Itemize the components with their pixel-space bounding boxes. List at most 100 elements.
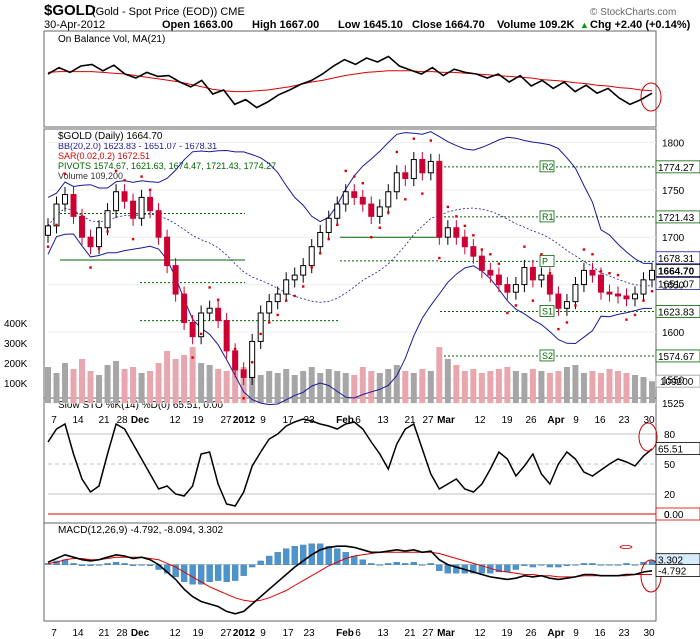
macd-x-axis-label: 28: [116, 628, 128, 639]
macd-x-axis-label: Mar: [437, 628, 455, 639]
volume-bar: [104, 365, 111, 403]
macd-histogram-bar: [597, 564, 605, 566]
candle-body: [351, 191, 358, 198]
price-x-axis-label: 19: [192, 415, 204, 426]
macd-histogram-bar: [359, 559, 366, 565]
price-tick-label: 1525: [662, 399, 685, 410]
volume-bar: [631, 375, 638, 403]
volume-bar: [444, 359, 451, 403]
sar-dot: [591, 253, 594, 256]
macd-title: MACD(12,26,9) -4.792, -8.094, 3.302: [58, 525, 224, 536]
price-title: $GOLD (Daily) 1664.70: [58, 131, 163, 142]
sar-dot: [557, 327, 560, 331]
sar-dot: [276, 313, 279, 317]
candle-body: [70, 194, 77, 217]
macd-histogram-bar: [538, 564, 545, 566]
sar-dot: [336, 223, 339, 227]
candle-body: [427, 160, 434, 174]
sar-dot: [387, 211, 390, 214]
macd-x-axis-label: 16: [594, 628, 606, 639]
macd-histogram-bar: [393, 562, 400, 565]
symbol: $GOLD: [44, 2, 96, 19]
volume-bar: [436, 347, 443, 403]
macd-x-axis-label: 27: [422, 628, 434, 639]
volume-bar: [172, 359, 179, 403]
candle-body: [130, 200, 137, 219]
quote-chg-arrow: ▲: [580, 20, 589, 30]
sar-dot: [123, 179, 126, 182]
sar-dot: [46, 245, 50, 248]
sto-panel: [43, 397, 657, 530]
macd-histogram-bar: [436, 564, 443, 571]
price-x-axis-label: 9: [573, 415, 579, 426]
volume-bar: [580, 373, 587, 403]
price-x-axis-label: 19: [501, 415, 513, 426]
price-x-axis-label: 6: [355, 415, 361, 426]
pivot-label-box: [539, 305, 555, 317]
volume-bar: [147, 371, 154, 403]
volume-bar: [164, 351, 171, 403]
macd-histogram-bar: [521, 564, 528, 566]
candle-body: [640, 279, 647, 295]
macd-x-axis-label: 17: [282, 628, 294, 639]
macd-x-axis-label: 9: [573, 628, 579, 639]
price-tag: 1678.31: [658, 254, 695, 265]
volume-bar: [232, 355, 239, 403]
volume-bar: [521, 373, 528, 403]
macd-x-axis-label: 6: [355, 628, 361, 639]
macd-histogram-bar: [427, 563, 434, 565]
sar-dot: [378, 226, 381, 229]
sar-dot: [114, 169, 118, 173]
price-tick-label: 1750: [662, 186, 685, 197]
quote-open: Open 1663.00: [162, 19, 233, 31]
obv-line: [47, 55, 653, 109]
price-tag: 1651.07: [658, 280, 695, 291]
macd-histogram-bar: [648, 560, 656, 565]
sar-dot: [216, 298, 220, 301]
candle-body: [308, 246, 315, 267]
candle-body: [606, 291, 613, 295]
candle-body: [572, 284, 579, 303]
sto-annotation-circle: [638, 422, 658, 452]
sar-dot: [582, 248, 586, 251]
pivot-value-box: [655, 305, 700, 318]
volume-bar: [96, 375, 103, 403]
legend-pivots: PIVOTS 1574.67, 1621.63, 1674.47, 1721.4…: [58, 161, 276, 171]
candle-body: [359, 196, 366, 205]
candle-body: [419, 159, 426, 174]
pivot-value-tag: 1721.43: [658, 213, 695, 224]
candle-body: [512, 284, 519, 293]
macd-x-axis-label: 13: [377, 628, 389, 639]
candle-body: [181, 293, 188, 323]
volume-bar: [79, 359, 86, 403]
price-x-axis-label: 7: [51, 415, 57, 426]
macd-histogram-bar: [351, 555, 358, 565]
sto-title-main: Slow STO %K(14) %D(0) 65.51, 0.00: [58, 400, 223, 411]
macd-histogram-bar: [240, 564, 247, 576]
macd-histogram-bar: [189, 564, 196, 585]
volume-bar: [504, 367, 511, 403]
macd-histogram-bar: [138, 564, 145, 566]
sar-dot: [284, 299, 288, 302]
macd-histogram-bar: [402, 563, 409, 565]
macd-histogram-bar: [580, 563, 588, 565]
pivot-label: S1: [542, 306, 553, 316]
obv-annotation-circle: [640, 82, 662, 112]
candle-body: [257, 312, 264, 342]
candle-body: [104, 210, 111, 229]
sto-value-tag: 65.51: [658, 444, 683, 455]
sar-dot: [242, 397, 245, 400]
macd-histogram-bar: [129, 564, 137, 566]
macd-x-axis-label: Feb: [336, 628, 354, 639]
price-x-axis-label: 26: [525, 415, 537, 426]
macd-value-tag: -4.792: [658, 567, 687, 578]
sar-dot: [310, 266, 313, 269]
volume-bar: [470, 369, 477, 403]
price-x-axis-label: 30: [643, 415, 655, 426]
candle-body: [283, 279, 290, 295]
sar-dot: [208, 286, 211, 289]
volume-bar: [155, 363, 162, 403]
sar-dot: [548, 272, 552, 275]
macd-histogram-bar: [376, 564, 383, 566]
price-tag-box: [655, 277, 700, 290]
